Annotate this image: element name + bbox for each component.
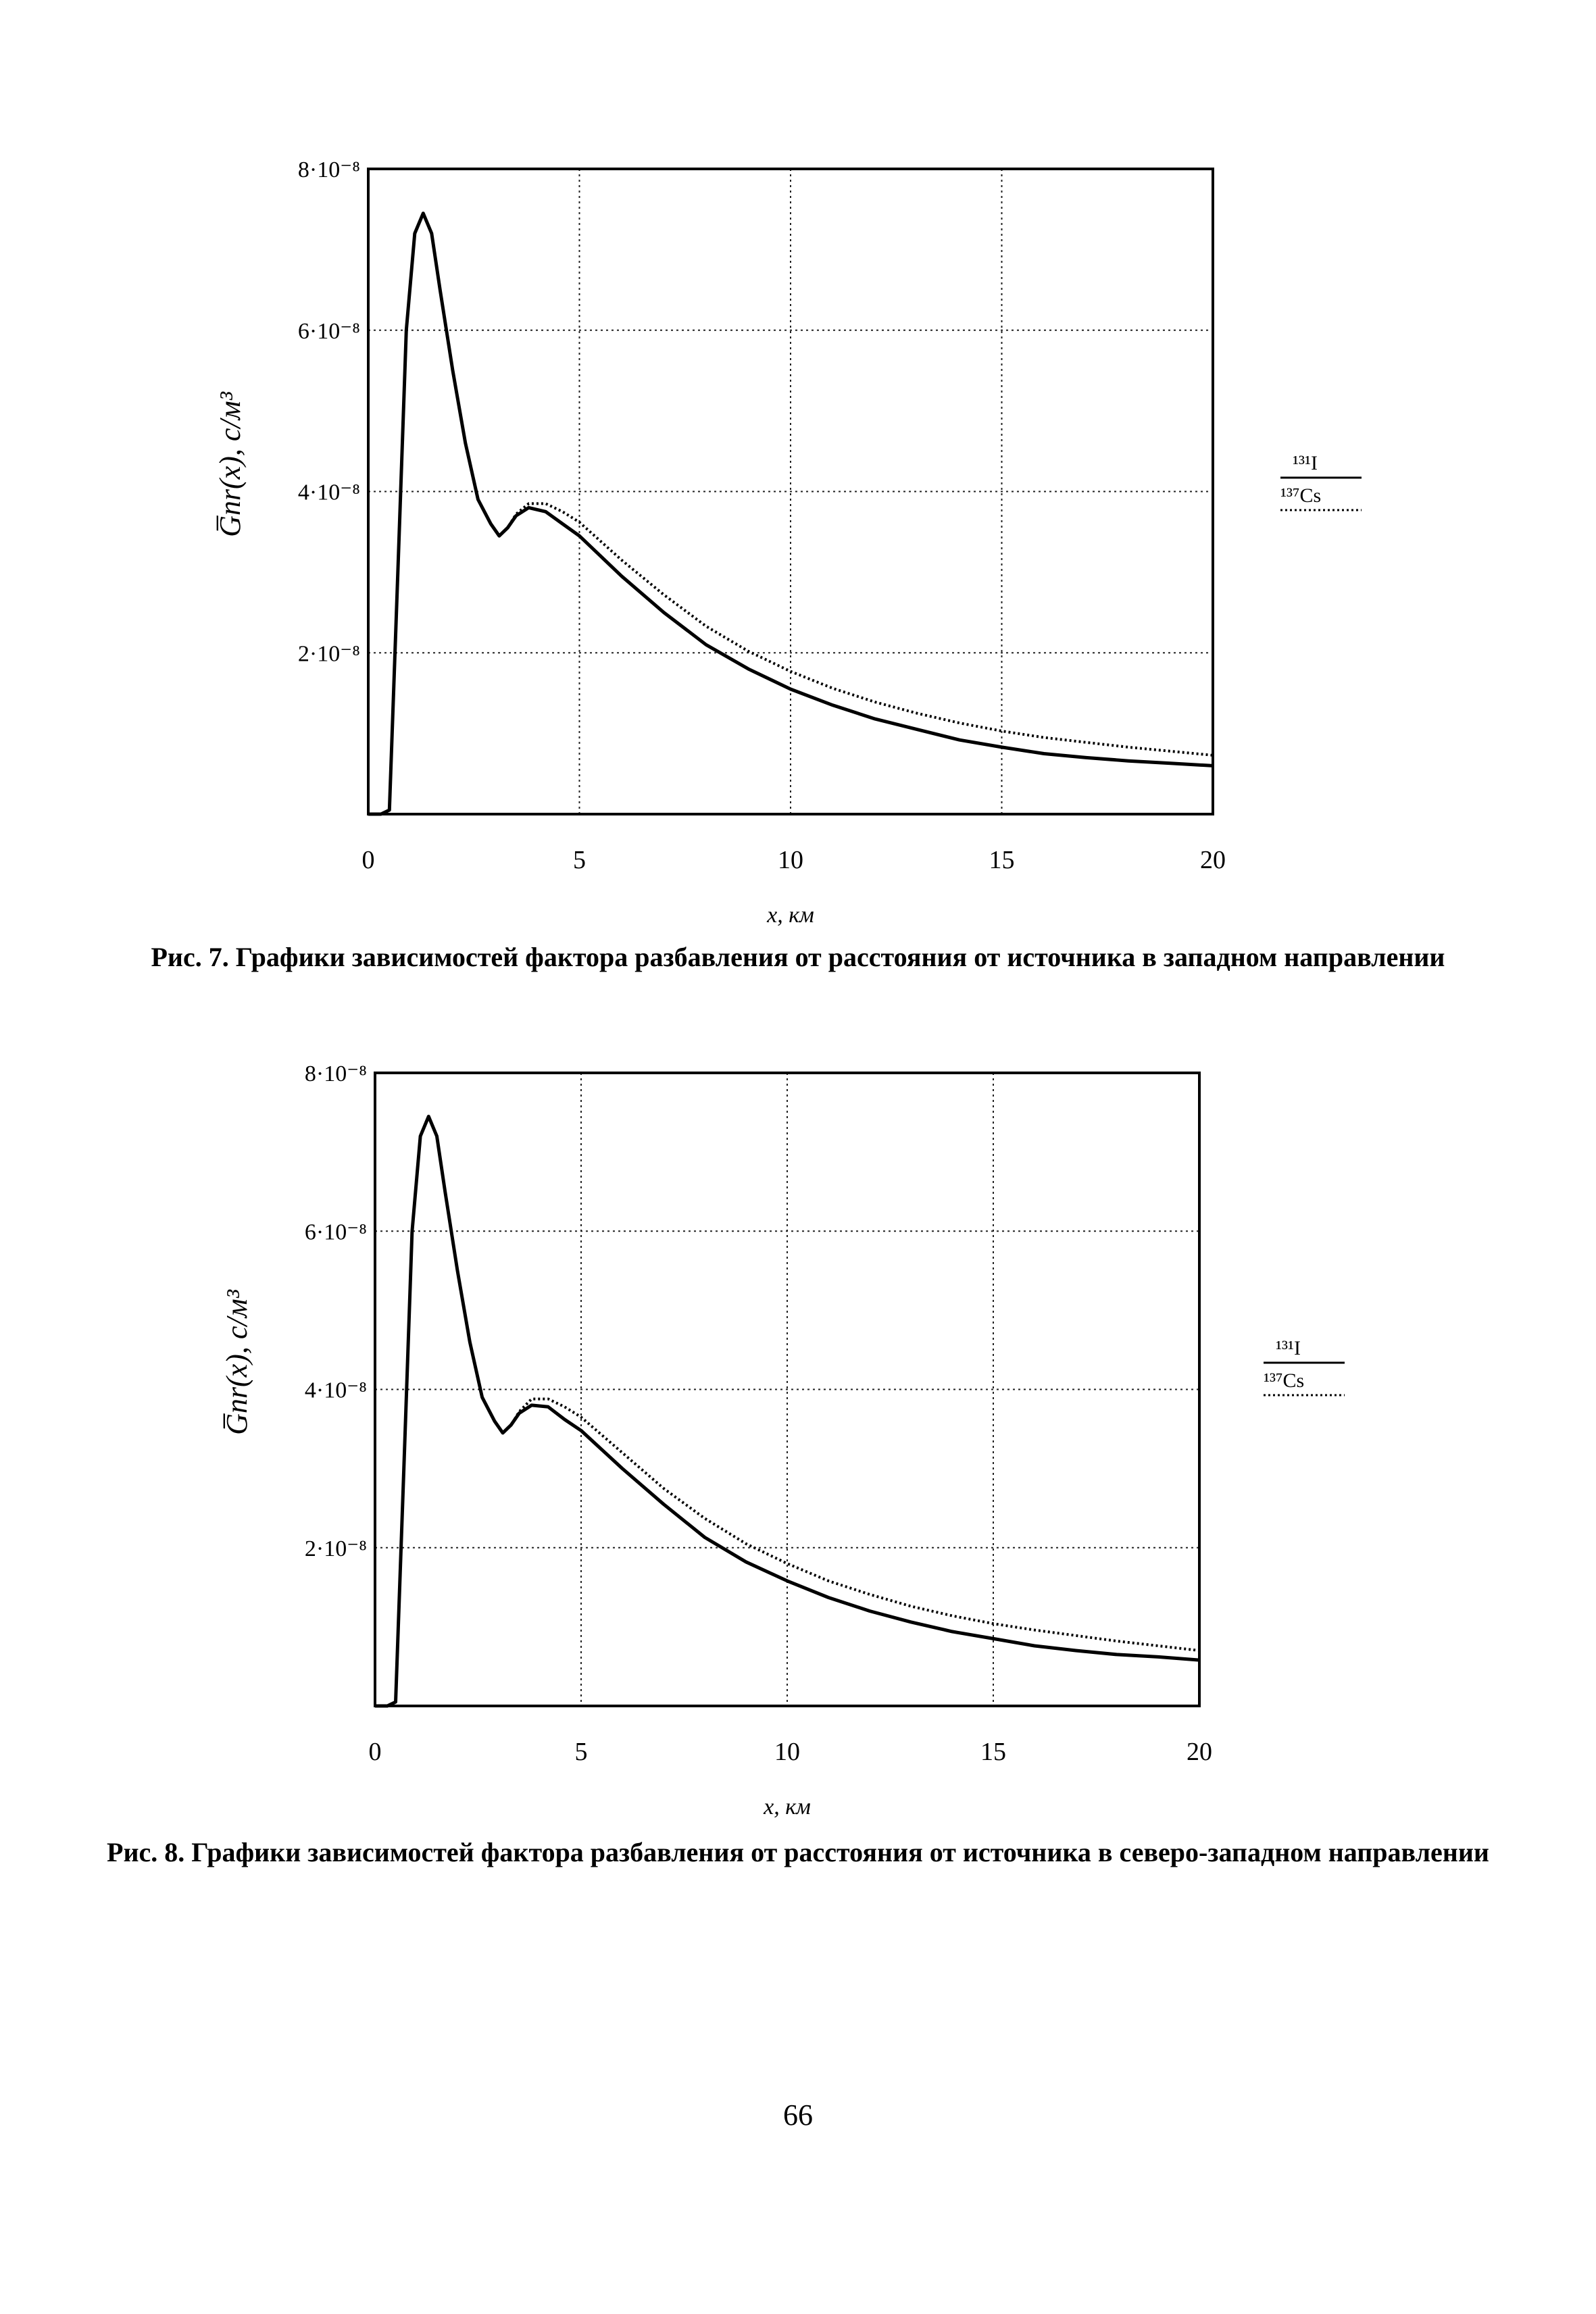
legend-label: ¹³¹I: [1276, 1337, 1301, 1359]
y-tick-label: 2·10⁻⁸: [298, 641, 360, 666]
y-tick-label: 4·10⁻⁸: [298, 480, 360, 505]
plot-frame: [374, 1072, 1201, 1707]
figure-caption: Рис. 8. Графики зависимостей фактора раз…: [107, 1837, 1489, 1867]
x-tick-label: 15: [980, 1738, 1006, 1766]
x-tick-label: 20: [1187, 1738, 1212, 1766]
legend-label: ¹³⁷Cs: [1264, 1369, 1304, 1392]
x-tick-label: 10: [774, 1738, 800, 1766]
x-axis-label: x, км: [763, 1794, 811, 1817]
x-tick-label: 10: [778, 846, 803, 874]
x-axis-label: x, км: [766, 903, 814, 926]
legend: ¹³¹I ¹³⁷Cs: [1280, 452, 1362, 511]
y-tick-label: 8·10⁻⁸: [305, 1061, 367, 1086]
y-tick-label: 4·10⁻⁸: [305, 1378, 367, 1403]
legend-label: ¹³⁷Cs: [1280, 484, 1321, 507]
chart-figure-7: 0 5 10 15 20 2·10⁻⁸ 4·10⁻⁸ 6·10⁻⁸ 8·10⁻⁸ x, км G̅n…: [214, 157, 1362, 926]
y-tick-label: 6·10⁻⁸: [298, 319, 360, 344]
x-tick-label: 20: [1200, 846, 1226, 874]
x-tick-label: 0: [362, 846, 375, 874]
x-tick-label: 0: [369, 1738, 382, 1766]
legend: ¹³¹I ¹³⁷Cs: [1264, 1337, 1345, 1397]
y-tick-label: 2·10⁻⁸: [305, 1536, 367, 1561]
series-line-cs137: [368, 211, 1214, 815]
series-line-i131: [368, 211, 1214, 816]
page-number: 66: [783, 2098, 813, 2132]
y-tick-label: 8·10⁻⁸: [298, 157, 360, 182]
y-axis-label: G̅nr(x), с/м³: [220, 1289, 253, 1435]
series-line-cs137: [375, 1115, 1200, 1707]
y-tick-label: 6·10⁻⁸: [305, 1219, 367, 1244]
legend-label: ¹³¹I: [1293, 452, 1318, 474]
chart-figure-8: 0 5 10 15 20 2·10⁻⁸ 4·10⁻⁸ 6·10⁻⁸ 8·10⁻⁸ x, км G̅n…: [220, 1061, 1345, 1817]
series-line-i131: [375, 1114, 1200, 1708]
y-axis-label: G̅nr(x), с/м³: [214, 391, 247, 537]
figure-7: 0 5 10 15 20 2·10⁻⁸ 4·10⁻⁸ 6·10⁻⁸ 8·10⁻⁸ x, км G̅n…: [0, 149, 1596, 1027]
x-tick-label: 5: [573, 846, 586, 874]
figure-8: 0 5 10 15 20 2·10⁻⁸ 4·10⁻⁸ 6·10⁻⁸ 8·10⁻⁸ x, км G̅n…: [0, 1040, 1596, 1946]
figure-caption: Рис. 7. Графики зависимостей фактора раз…: [151, 942, 1445, 972]
x-tick-label: 15: [989, 846, 1015, 874]
x-tick-label: 5: [575, 1738, 588, 1766]
plot-frame: [367, 168, 1214, 815]
